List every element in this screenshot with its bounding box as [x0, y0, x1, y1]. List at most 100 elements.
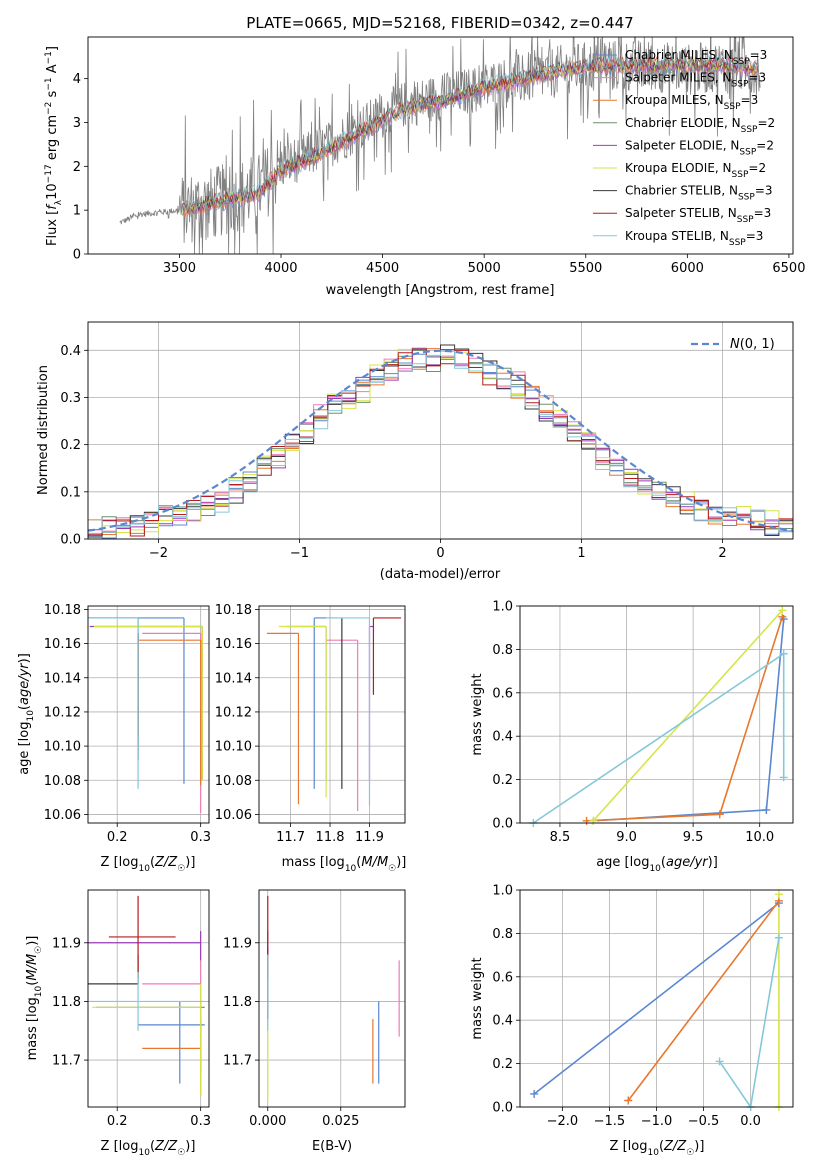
x-tick-label: 5000 — [468, 261, 501, 276]
axes-frame — [258, 889, 406, 1108]
plus-marker — [589, 816, 598, 825]
x-tick-label: 0.025 — [322, 1114, 359, 1129]
x-tick-label: −2.0 — [547, 1114, 579, 1129]
x-axis-label: age [log10(age/yr)] — [596, 855, 718, 874]
panel-age-vs-z: 0.2 0.3 10.06 10.08 10.10 10.12 10.14 10.16 10.1… — [17, 603, 211, 874]
x-tick-label: 0.3 — [190, 1114, 211, 1129]
plot-area — [119, 37, 761, 254]
y-tick-label: 0.2 — [492, 1057, 513, 1072]
y-tick-label: 10.14 — [44, 671, 81, 686]
plot-area — [88, 895, 205, 1096]
plus-marker — [624, 1096, 633, 1105]
histogram-salpeter-stelib — [88, 348, 793, 537]
y-tick-label: 2 — [73, 160, 81, 175]
x-axis-label: (data-model)/error — [380, 567, 501, 582]
legend-label: Chabrier STELIB, NSSP=3 — [625, 184, 773, 203]
y-tick-label: 11.9 — [52, 936, 81, 951]
y-tick-label: 0.8 — [492, 927, 513, 942]
y-tick-label: 0.3 — [60, 391, 81, 406]
x-tick-label: 0.2 — [107, 1114, 128, 1129]
axes-frame — [87, 605, 210, 824]
axes-frame — [258, 605, 406, 824]
y-tick-label: 10.18 — [44, 603, 81, 618]
y-tick-label: 10.08 — [215, 774, 252, 789]
y-tick-label: 0.0 — [60, 533, 81, 548]
plot-area — [532, 609, 785, 823]
x-tick-label: −0.5 — [688, 1114, 720, 1129]
y-tick-label: 10.14 — [215, 671, 252, 686]
weight-line — [592, 609, 783, 822]
legend-label: Kroupa STELIB, NSSP=3 — [625, 229, 763, 248]
y-tick-label: 0.0 — [492, 817, 513, 832]
x-axis-label: Z [log10(Z/Z☉)] — [101, 1139, 196, 1158]
y-tick-label: 10.16 — [44, 637, 81, 652]
y-tick-label: 0.8 — [492, 643, 513, 658]
plus-marker — [774, 890, 783, 899]
plot-area — [88, 344, 793, 539]
y-axis-label: age [log10(age/yr)] — [17, 653, 36, 775]
y-tick-label: 0.4 — [492, 730, 513, 745]
axes-frame — [87, 321, 794, 540]
y-tick-label: 11.7 — [52, 1054, 81, 1069]
y-axis-label: mass [log10(M/M☉)] — [25, 936, 44, 1061]
y-axis-label: mass weight — [470, 673, 485, 755]
legend-label: Chabrier ELODIE, NSSP=2 — [625, 116, 775, 135]
y-tick-label: 10.16 — [215, 637, 252, 652]
y-tick-label: 1 — [73, 204, 81, 219]
x-tick-label: 6000 — [671, 261, 704, 276]
y-tick-label: 0.1 — [60, 485, 81, 500]
x-tick-label: −1.5 — [594, 1114, 626, 1129]
y-tick-label: 0.6 — [492, 686, 513, 701]
x-axis-label: Z [log10(Z/Z☉)] — [101, 855, 196, 874]
axes-frame — [519, 889, 794, 1108]
y-tick-label: 0.2 — [60, 438, 81, 453]
x-tick-label: 6500 — [772, 261, 805, 276]
plot-area — [267, 895, 400, 1102]
plus-marker — [715, 810, 724, 819]
x-tick-label: 0.0 — [740, 1114, 761, 1129]
plus-marker — [530, 1089, 539, 1098]
y-tick-label: 3 — [73, 116, 81, 131]
plot-area — [266, 617, 402, 812]
x-tick-label: −1 — [290, 546, 309, 561]
y-tick-label: 0.0 — [492, 1101, 513, 1116]
x-tick-label: 0.3 — [190, 830, 211, 845]
y-tick-label: 10.12 — [44, 705, 81, 720]
normal-curve — [88, 349, 793, 532]
x-axis-label: Z [log10(Z/Z☉)] — [610, 1139, 705, 1158]
x-tick-label: 9.0 — [616, 830, 637, 845]
legend-label: Chabrier MILES, NSSP=3 — [625, 48, 767, 67]
y-tick-label: 0.4 — [492, 1014, 513, 1029]
plus-marker — [715, 1057, 724, 1066]
y-axis-label: mass weight — [470, 957, 485, 1039]
x-tick-label: 5500 — [569, 261, 602, 276]
weight-line — [533, 902, 780, 1095]
plot-area — [533, 894, 780, 1107]
x-tick-label: 8.5 — [550, 830, 571, 845]
x-tick-label: −2 — [149, 546, 168, 561]
y-axis-label: Flux [fλ10−17 erg cm−2 s−1 A−1] — [44, 46, 64, 246]
y-tick-label: 0.2 — [492, 773, 513, 788]
y-tick-label: 10.10 — [44, 740, 81, 755]
x-tick-label: 2 — [718, 546, 726, 561]
y-tick-label: 11.8 — [52, 995, 81, 1010]
y-tick-label: 10.06 — [44, 808, 81, 823]
plus-marker — [762, 805, 771, 814]
weight-line — [532, 652, 785, 823]
panel-weight-vs-z: −2.0 −1.5 −1.0 −0.5 0.0 0.0 0.2 0.4 0.6 0.8 1.0 mas… — [470, 884, 794, 1158]
axes-frame — [87, 889, 210, 1108]
plus-marker — [778, 606, 787, 615]
panel-residuals: −2 −1 0 1 2 0.0 0.1 0.2 0.3 0.4 N(0, 1) (data-model… — [36, 321, 794, 582]
legend-label: Salpeter ELODIE, NSSP=2 — [625, 138, 774, 157]
legend-label: Kroupa MILES, NSSP=3 — [625, 93, 758, 112]
x-tick-label: 11.7 — [276, 830, 305, 845]
axes-frame — [87, 36, 794, 255]
y-tick-label: 1.0 — [492, 884, 513, 899]
y-tick-label: 4 — [73, 72, 81, 87]
x-tick-label: 11.8 — [316, 830, 345, 845]
y-tick-label: 11.9 — [223, 936, 252, 951]
legend-label: N(0, 1) — [730, 337, 775, 352]
y-tick-label: 11.7 — [223, 1054, 252, 1069]
panel-mass-vs-z: 0.2 0.3 11.7 11.8 11.9 Z [log10(Z/Z☉)] mass [l… — [25, 889, 211, 1158]
